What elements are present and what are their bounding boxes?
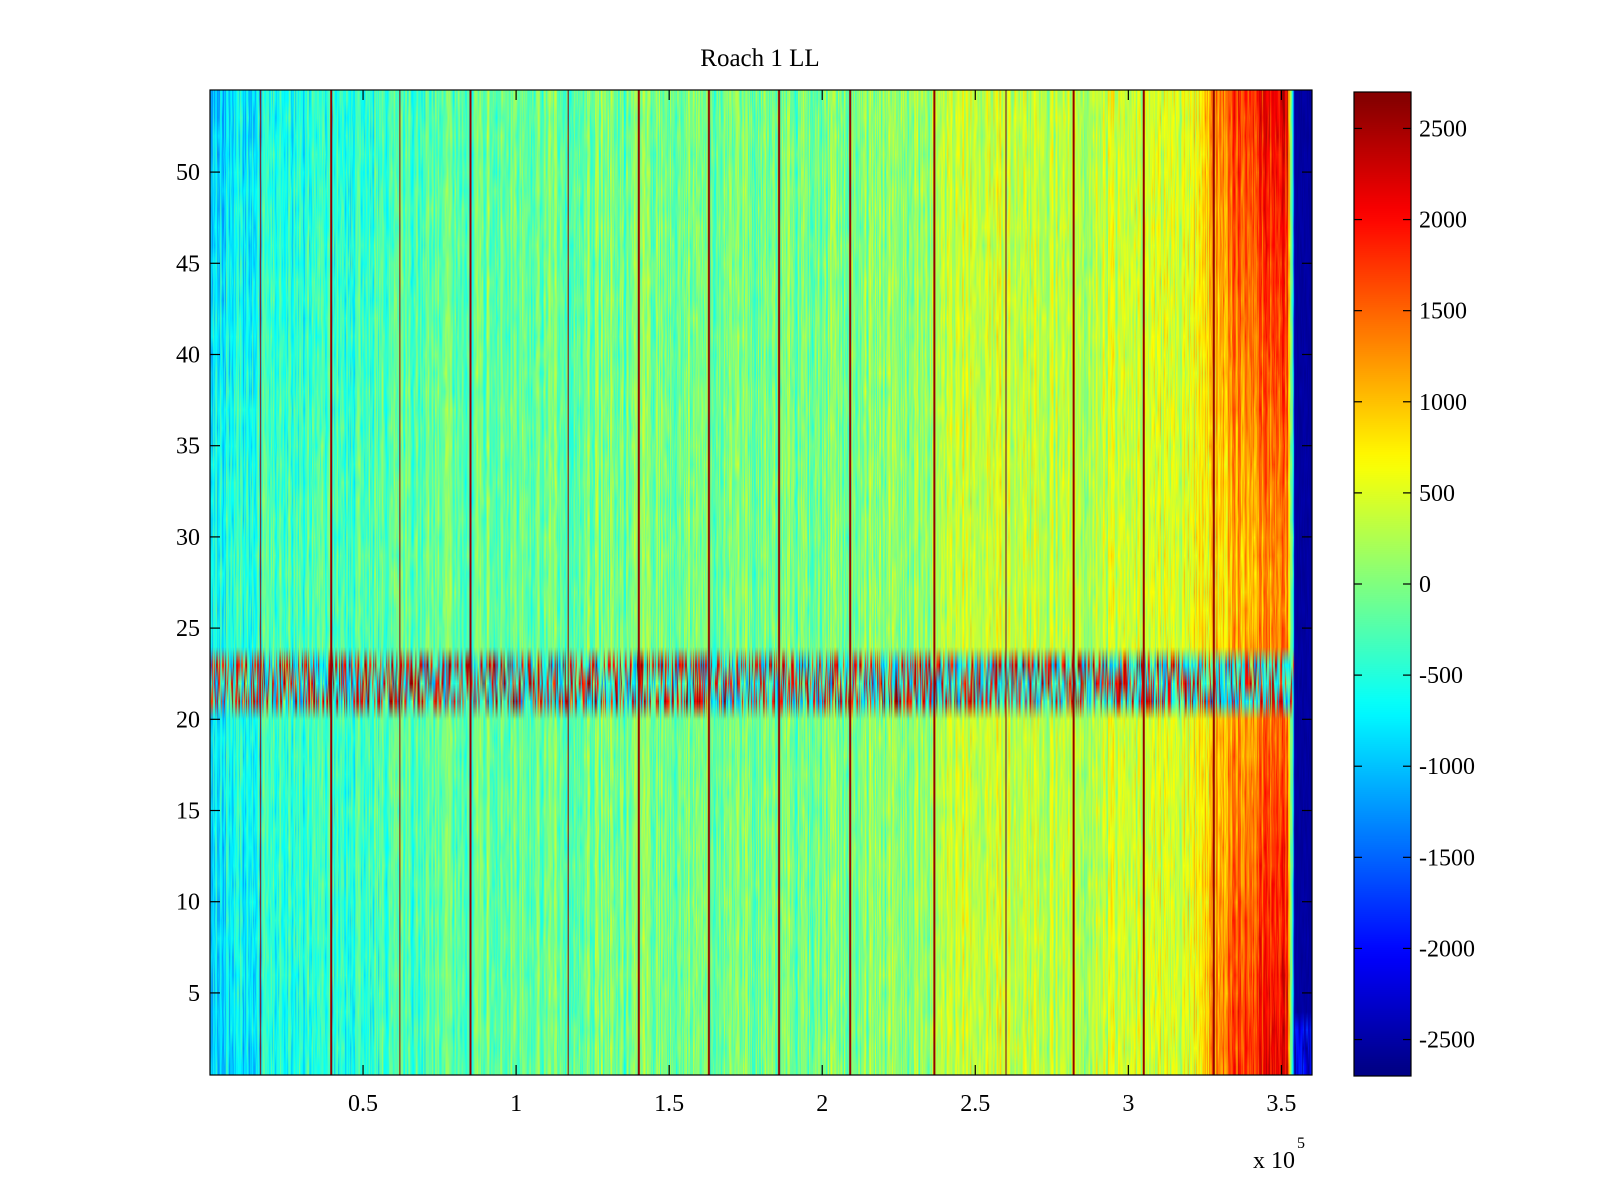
x-axis: 0.5 1 1.5 2 2.5 3 3.5 xyxy=(348,90,1296,1117)
colorbar-tick-label: -1500 xyxy=(1419,845,1475,871)
x-tick-label: 2.5 xyxy=(960,1091,990,1117)
colorbar-tick-label: 1500 xyxy=(1419,299,1467,325)
y-tick-label: 25 xyxy=(176,616,200,642)
x-tick-label: 1 xyxy=(510,1091,522,1117)
y-tick-label: 35 xyxy=(176,434,200,460)
colorbar-tick-label: 2500 xyxy=(1419,116,1467,142)
y-tick-label: 40 xyxy=(176,342,200,368)
colorbar-tick-label: -2500 xyxy=(1419,1028,1475,1054)
chart-title: Roach 1 LL xyxy=(700,45,819,72)
y-tick-label: 15 xyxy=(176,799,200,825)
heatmap-area xyxy=(210,90,1312,1075)
colorbar-tick-label: 500 xyxy=(1419,481,1455,507)
x-axis-multiplier: x 105 xyxy=(1253,1135,1305,1174)
y-tick-label: 5 xyxy=(188,981,200,1007)
y-tick-label: 45 xyxy=(176,251,200,277)
colorbar-tick-label: -500 xyxy=(1419,663,1463,689)
x-tick-label: 1.5 xyxy=(654,1091,684,1117)
colorbar-ticks: 2500 2000 1500 1000 500 0 -500 -1000 -1500 -2000 -… xyxy=(1354,116,1475,1054)
x-tick-label: 3.5 xyxy=(1266,1091,1296,1117)
heatmap-image xyxy=(210,90,1312,1075)
x-axis-multiplier-base: x 10 xyxy=(1253,1148,1295,1174)
x-tick-label: 3 xyxy=(1122,1091,1134,1117)
y-tick-label: 50 xyxy=(176,160,200,186)
plot-axes-box xyxy=(209,89,1313,1076)
colorbar-tick-label: 1000 xyxy=(1419,390,1467,416)
y-tick-label: 30 xyxy=(176,525,200,551)
colorbar-tick-label: -1000 xyxy=(1419,754,1475,780)
x-tick-label: 0.5 xyxy=(348,1091,378,1117)
colorbar-tick-label: 0 xyxy=(1419,572,1431,598)
colorbar-gradient xyxy=(1354,92,1411,1076)
y-tick-label: 10 xyxy=(176,890,200,916)
y-tick-label: 20 xyxy=(176,707,200,733)
x-axis-multiplier-exponent: 5 xyxy=(1297,1135,1305,1152)
colorbar-tick-label: -2000 xyxy=(1419,936,1475,962)
colorbar: 2500 2000 1500 1000 500 0 -500 -1000 -1500 -2000 -… xyxy=(1353,91,1475,1077)
x-tick-label: 2 xyxy=(816,1091,828,1117)
colorbar-tick-label: 2000 xyxy=(1419,208,1467,234)
y-axis: 5 10 15 20 25 30 35 40 45 50 xyxy=(176,160,1312,1007)
